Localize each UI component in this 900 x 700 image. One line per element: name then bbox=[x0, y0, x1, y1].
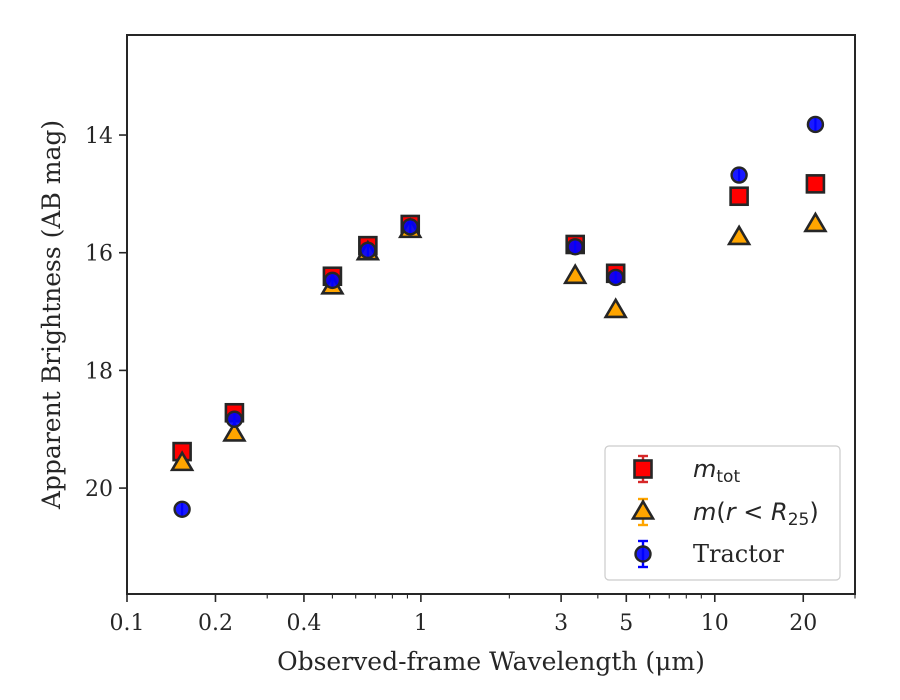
mr25-point bbox=[169, 450, 195, 472]
tractor-point bbox=[401, 218, 419, 236]
axes-frame bbox=[126, 34, 856, 595]
y-tick-label: 14 bbox=[85, 124, 113, 149]
mtot-point bbox=[729, 186, 749, 207]
mr25-point bbox=[562, 263, 588, 285]
mr25-point bbox=[603, 297, 628, 319]
tractor-point bbox=[730, 166, 748, 184]
legend-marker-triangle bbox=[630, 498, 656, 520]
axes: 0.1 0.2 0.4 1 3 5 10 20 14 16 18 20 bbox=[85, 34, 856, 636]
x-tick-label: 1 bbox=[414, 611, 428, 636]
legend-label-mr25: m(r < R25) bbox=[693, 498, 819, 530]
mr25-point bbox=[222, 420, 247, 442]
x-tick-label: 10 bbox=[701, 611, 729, 636]
legend-label-mtot: mtot bbox=[693, 455, 740, 487]
legend-box bbox=[604, 445, 841, 581]
legend: mtot m(r < R25) Tractor bbox=[604, 445, 841, 581]
tractor-point bbox=[566, 238, 584, 256]
x-tick-label: 0.4 bbox=[286, 611, 321, 636]
x-tick-label: 0.2 bbox=[198, 611, 233, 636]
mr25-point bbox=[726, 224, 752, 246]
tractor-point bbox=[606, 268, 625, 287]
x-tick-label: 3 bbox=[554, 611, 568, 636]
plot-area bbox=[169, 115, 828, 518]
legend-marker-circle bbox=[634, 545, 652, 563]
tractor-point bbox=[806, 115, 825, 134]
tractor-point bbox=[323, 271, 342, 290]
tractor-point bbox=[173, 500, 191, 518]
series-circle bbox=[173, 115, 825, 518]
y-tick-label: 16 bbox=[85, 242, 113, 267]
x-tick-label: 20 bbox=[789, 611, 817, 636]
x-tick-label: 0.1 bbox=[110, 611, 145, 636]
y-axis-label: Apparent Brightness (AB mag) bbox=[37, 120, 66, 510]
legend-marker-square bbox=[633, 459, 653, 479]
x-axis-label: Observed-frame Wavelength (μm) bbox=[277, 647, 705, 676]
legend-label-tractor: Tractor bbox=[693, 540, 784, 568]
y-tick-label: 18 bbox=[85, 359, 113, 384]
x-tick-label: 5 bbox=[619, 611, 633, 636]
y-tick-label: 20 bbox=[85, 477, 113, 502]
tractor-point bbox=[225, 410, 244, 428]
mr25-point bbox=[803, 211, 828, 233]
mtot-point bbox=[805, 174, 826, 194]
tractor-point bbox=[359, 241, 377, 260]
